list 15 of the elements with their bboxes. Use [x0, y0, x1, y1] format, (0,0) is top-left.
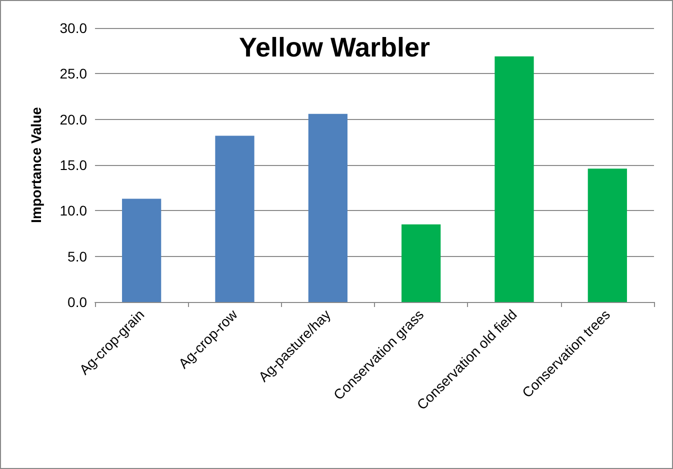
bar [122, 198, 162, 302]
bar [494, 56, 534, 302]
y-axis-title: Importance Value [28, 106, 44, 223]
bar [308, 114, 348, 302]
y-tick-label: 5.0 [68, 248, 88, 264]
bar [215, 136, 254, 302]
y-tick-label: 0.0 [68, 294, 88, 310]
y-tick-label: 15.0 [60, 157, 88, 173]
y-tick-label: 30.0 [60, 20, 88, 36]
bar [402, 224, 441, 302]
bar [588, 168, 627, 302]
y-tick-label: 25.0 [60, 66, 88, 82]
y-tick-label: 20.0 [60, 111, 88, 128]
y-tick-label: 10.0 [60, 202, 88, 219]
chart-title: Yellow Warbler [239, 32, 431, 62]
